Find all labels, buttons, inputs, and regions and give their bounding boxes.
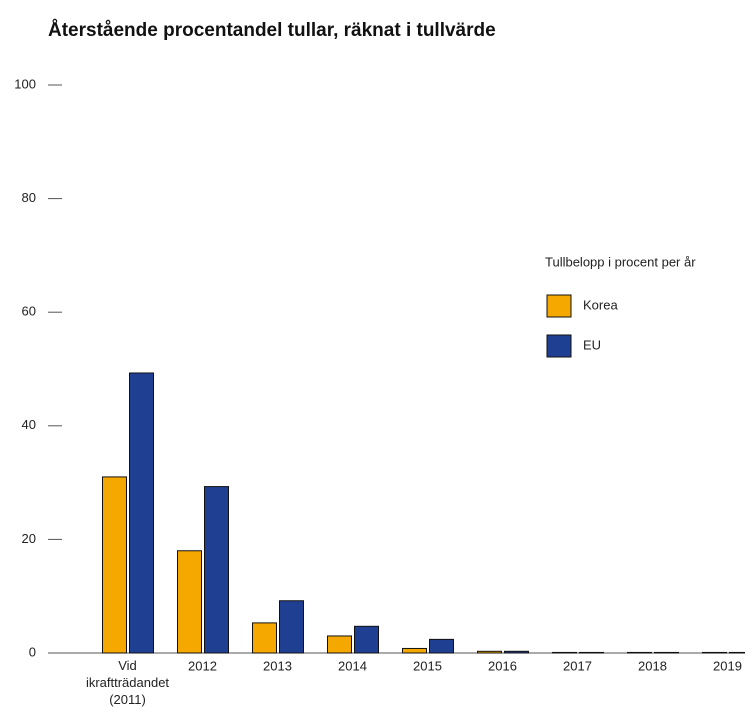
x-tick-label: 2019 — [713, 658, 742, 673]
x-tick-label: 2012 — [188, 658, 217, 673]
bar — [402, 647, 427, 654]
bar — [102, 476, 127, 654]
legend-swatch — [546, 294, 572, 318]
y-tick-label: 40 — [22, 417, 36, 432]
x-tick-label: 2017 — [563, 658, 592, 673]
chart-title: Återstående procentandel tullar, räknat … — [48, 20, 496, 41]
x-tick-label: Vid ikraftträdandet (2011) — [86, 658, 169, 707]
bar — [354, 625, 379, 654]
bar — [327, 635, 352, 654]
bar — [129, 372, 154, 654]
y-tick-label: 60 — [22, 304, 36, 319]
y-tick-label: 20 — [22, 531, 36, 546]
x-tick-label: 2015 — [413, 658, 442, 673]
x-tick-label: 2018 — [638, 658, 667, 673]
legend-title: Tullbelopp i procent per år — [545, 254, 696, 269]
bar — [729, 651, 745, 654]
x-tick-label: 2013 — [263, 658, 292, 673]
bar — [252, 622, 277, 654]
bar — [702, 651, 727, 654]
bar — [279, 600, 304, 654]
y-tick-label: 80 — [22, 190, 36, 205]
bar — [627, 651, 652, 654]
y-tick-label: 100 — [14, 76, 36, 91]
bar — [177, 550, 202, 654]
legend-label: EU — [583, 337, 601, 352]
bar — [204, 486, 229, 654]
legend-label: Korea — [583, 297, 618, 312]
x-tick-label: 2014 — [338, 658, 367, 673]
legend-swatch — [546, 334, 572, 358]
bar — [504, 650, 529, 654]
x-tick-label: 2016 — [488, 658, 517, 673]
bar — [654, 651, 679, 654]
bar — [552, 651, 577, 654]
bar — [429, 638, 454, 654]
bar — [579, 651, 604, 654]
bar — [477, 650, 502, 654]
y-tick-label: 0 — [29, 644, 36, 659]
